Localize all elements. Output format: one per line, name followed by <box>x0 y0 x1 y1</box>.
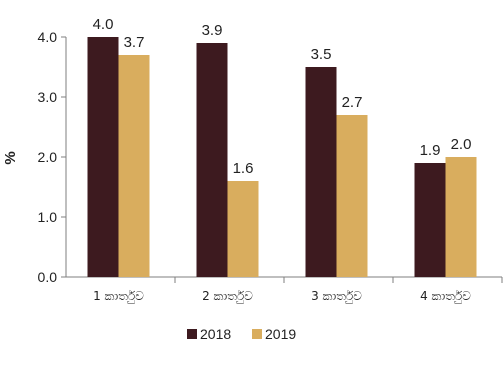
legend-label-2018: 2018 <box>200 326 231 342</box>
x-tick-label: 3 කාර්තුව <box>311 289 362 303</box>
data-label: 1.9 <box>420 142 441 159</box>
bar-2019 <box>336 115 368 277</box>
data-label: 3.9 <box>202 22 223 39</box>
legend-swatch-2018 <box>187 329 197 339</box>
y-tick-label: 1.0 <box>38 209 58 225</box>
legend-swatch-2019 <box>252 329 262 339</box>
x-tick-label: 2 කාර්තුව <box>202 289 253 303</box>
y-tick-label: 4.0 <box>38 29 58 45</box>
bar-2018 <box>414 163 446 277</box>
data-label: 2.0 <box>451 136 472 153</box>
data-label: 3.5 <box>311 46 332 63</box>
data-label: 1.6 <box>233 160 254 177</box>
legend-label-2019: 2019 <box>265 326 296 342</box>
y-tick-label: 0.0 <box>38 269 58 285</box>
y-axis-label: % <box>2 151 19 164</box>
data-label: 3.7 <box>124 34 145 51</box>
y-tick-label: 2.0 <box>38 149 58 165</box>
x-tick-label: 4 කාර්තුව <box>420 289 471 303</box>
data-label: 2.7 <box>342 94 363 111</box>
bar-2019 <box>118 55 150 277</box>
bar-2019 <box>227 181 259 277</box>
data-label: 4.0 <box>93 16 114 33</box>
bar-2019 <box>445 157 477 277</box>
bar-2018 <box>305 67 337 277</box>
bar-2018 <box>87 37 119 277</box>
y-tick-label: 3.0 <box>38 89 58 105</box>
bar-2018 <box>196 43 228 277</box>
x-tick-label: 1 කාර්තුව <box>93 289 144 303</box>
